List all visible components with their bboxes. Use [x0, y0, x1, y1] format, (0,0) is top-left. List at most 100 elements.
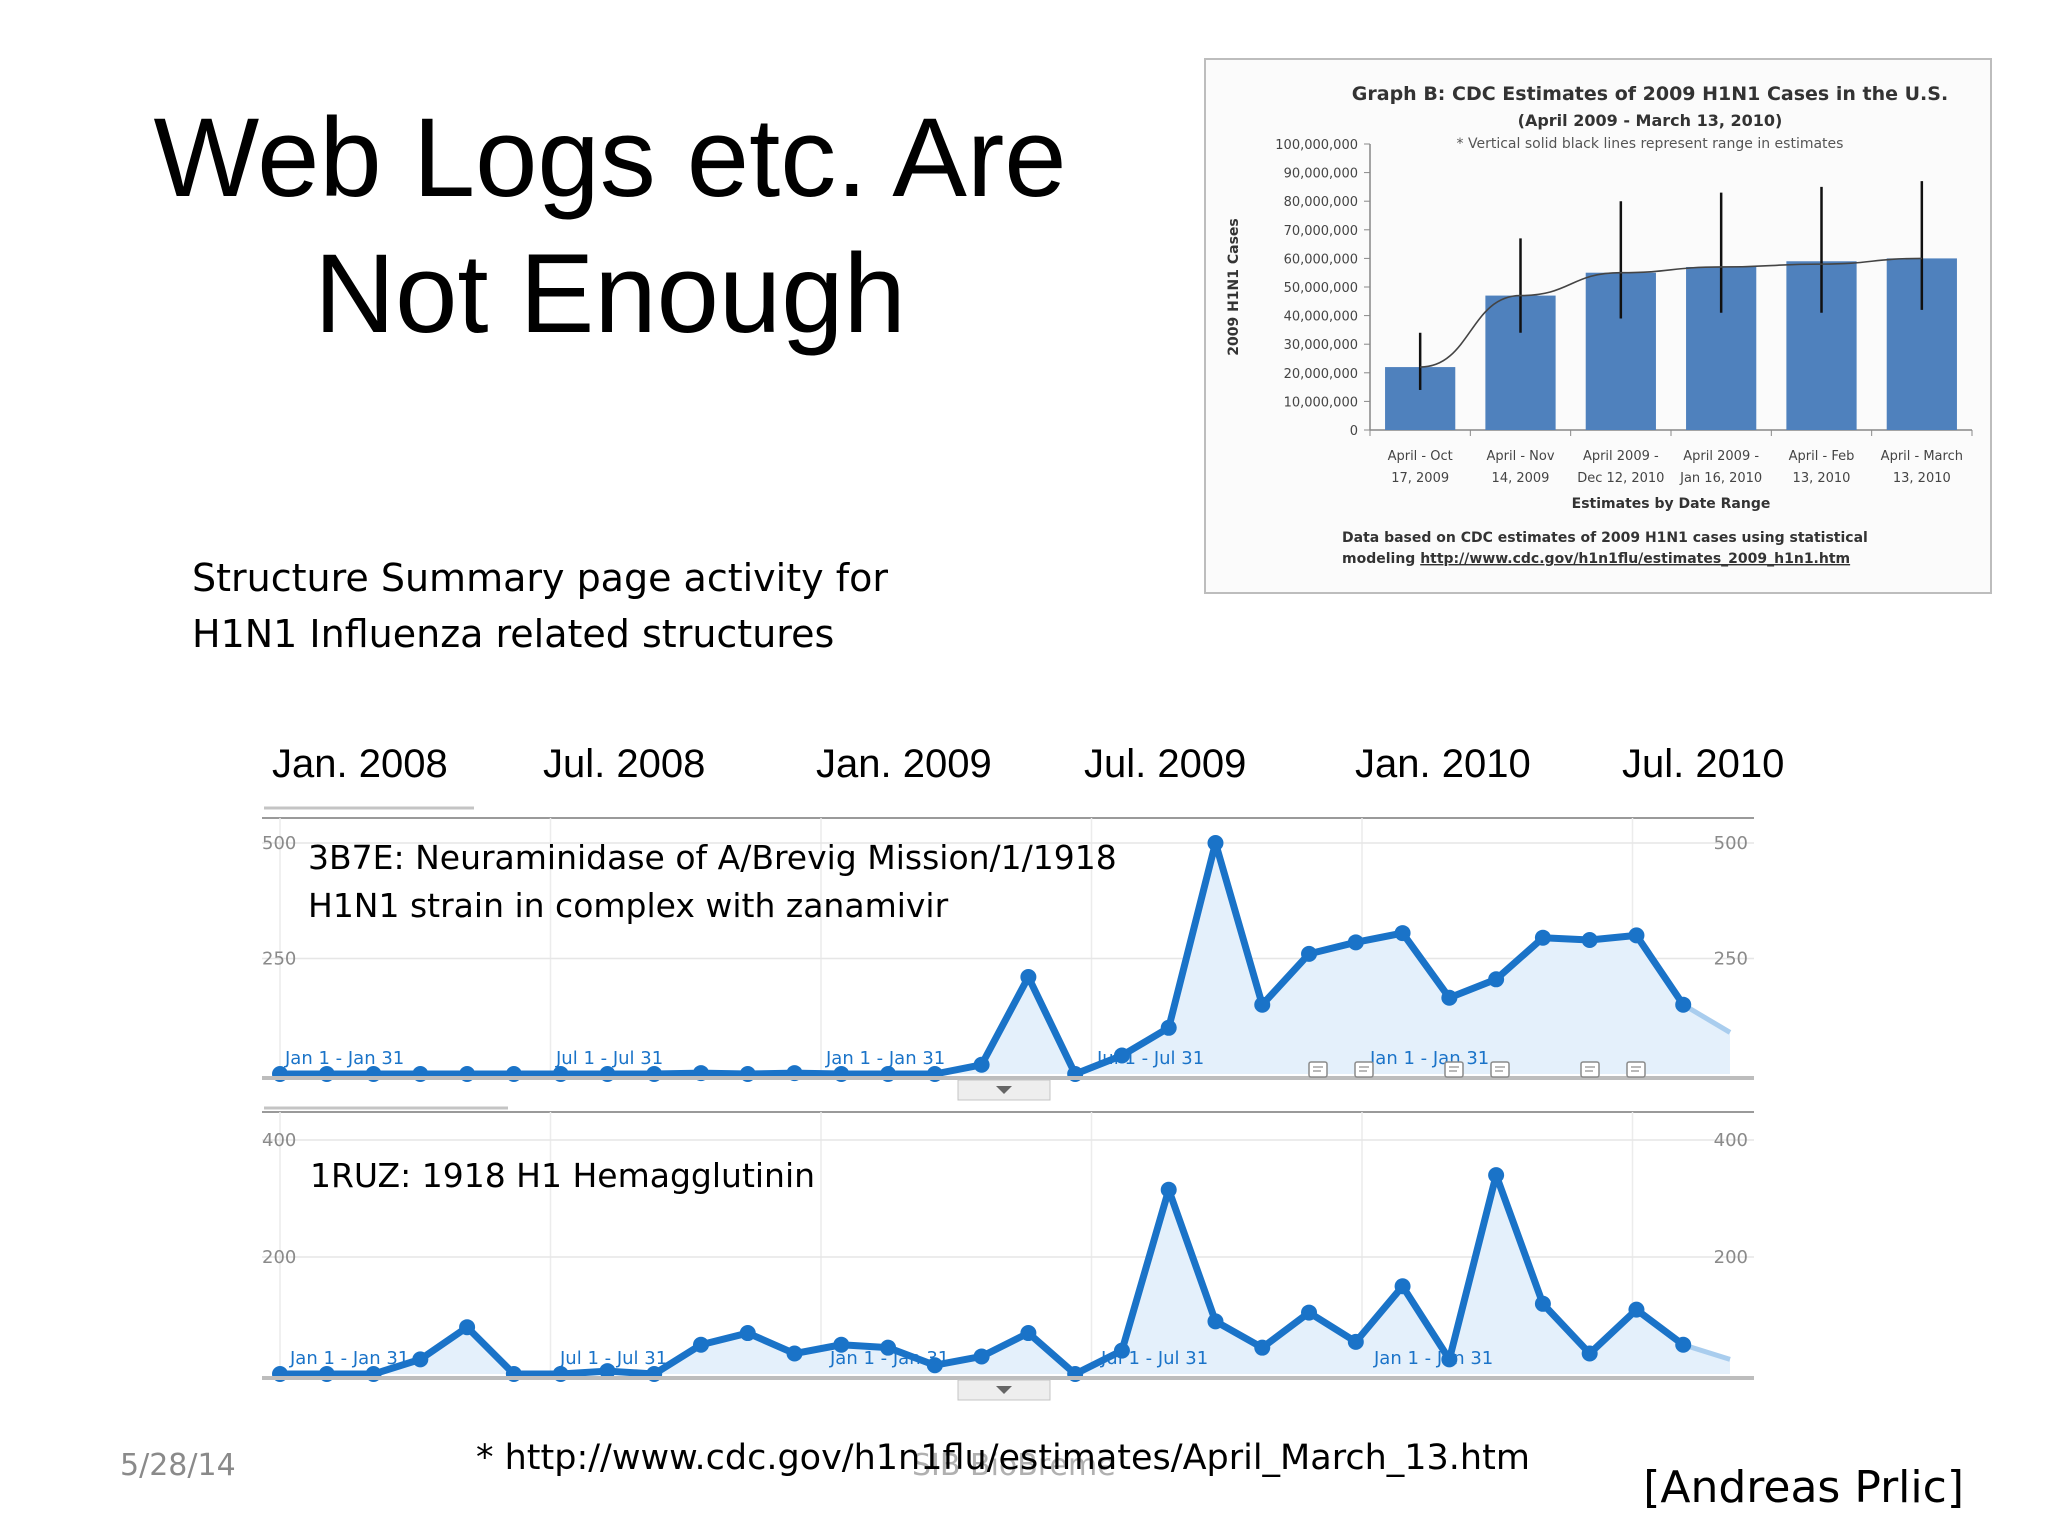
- panel-3b7e-point: [272, 1066, 288, 1082]
- panel-3b7e-x-tick-label: Jan 1 - Jan 31: [1369, 1048, 1489, 1069]
- panel-3b7e-point: [1160, 1019, 1177, 1036]
- cdc-y-tick-label: 90,000,000: [1284, 167, 1358, 182]
- annotation-note-box: [1490, 1061, 1510, 1078]
- panel-3b7e-point: [646, 1066, 663, 1082]
- cdc-chart-annotation: * Vertical solid black lines represent r…: [1457, 136, 1844, 152]
- cdc-source-link[interactable]: http://www.cdc.gov/h1n1flu/estimates_200…: [1420, 551, 1850, 567]
- cdc-x-tick-label: 14, 2009: [1492, 471, 1550, 486]
- panel-1ruz-point: [1020, 1325, 1037, 1342]
- panel-3b7e-point: [1534, 929, 1551, 946]
- month-label-jul-2010: Jul. 2010: [1622, 742, 1785, 786]
- cdc-y-tick-label: 60,000,000: [1284, 252, 1358, 267]
- month-label-jan-2010: Jan. 2010: [1355, 742, 1531, 786]
- cdc-source-prefix: modeling: [1342, 551, 1420, 567]
- panel-1ruz-point: [1394, 1278, 1411, 1295]
- panel-1ruz-point: [412, 1351, 429, 1368]
- slide-date: 5/28/14: [120, 1448, 236, 1483]
- panel-3b7e-point: [1067, 1066, 1084, 1082]
- panel-1ruz-point: [646, 1366, 663, 1382]
- month-label-jan-2009: Jan. 2009: [816, 742, 992, 786]
- panel-3b7e-point: [1207, 835, 1224, 851]
- month-label-jan-2008: Jan. 2008: [272, 742, 448, 786]
- panel-1ruz-area: [280, 1175, 1730, 1374]
- cdc-x-tick-label: April 2009 -: [1683, 449, 1759, 464]
- panel-1ruz-x-tick-label: Jan 1 - Jan 31: [1373, 1348, 1493, 1369]
- cdc-y-axis-label: 2009 H1N1 Cases: [1226, 218, 1242, 356]
- panel-3b7e-y-tick-right: 500: [1714, 833, 1748, 854]
- cdc-y-tick-label: 80,000,000: [1284, 195, 1358, 210]
- panel-3b7e-point: [365, 1066, 382, 1082]
- panel-1ruz-line-tail: [1682, 1342, 1731, 1362]
- panel-3b7e-x-tick-label: Jan 1 - Jan 31: [825, 1048, 945, 1069]
- panel-1ruz-point: [1067, 1366, 1084, 1382]
- panel-3b7e-point: [1020, 968, 1037, 985]
- panel-3b7e-point: [1488, 971, 1505, 988]
- cdc-y-tick-label: 20,000,000: [1284, 367, 1358, 382]
- panel-3b7e-x-tick-label: Jul 1 - Jul 31: [555, 1048, 663, 1069]
- panel-3b7e-x-tick-label: Jul 1 - Jul 31: [1096, 1048, 1204, 1069]
- author-credit: [Andreas Prlic]: [1643, 1462, 1964, 1513]
- panel-3b7e-point: [459, 1066, 476, 1082]
- panel-3b7e-y-tick-right: 250: [1714, 949, 1748, 970]
- slide-subtitle: Structure Summary page activity for H1N1…: [192, 550, 888, 662]
- annotation-note-icon: [1354, 1061, 1374, 1078]
- annotation-note-icon: [1490, 1061, 1510, 1078]
- annotation-note-box: [1444, 1061, 1464, 1078]
- cdc-x-tick-label: April - Nov: [1486, 449, 1554, 464]
- cdc-x-tick-label: Dec 12, 2010: [1577, 471, 1664, 486]
- subtitle-line-1: Structure Summary page activity for: [192, 556, 888, 600]
- annotation-note-box: [1626, 1061, 1646, 1078]
- panel-3b7e-y-tick-left: 250: [262, 949, 296, 970]
- panel-1ruz-point: [1347, 1333, 1364, 1350]
- panel-label-3b7e-line-1: 3B7E: Neuraminidase of A/Brevig Mission/…: [308, 838, 1117, 877]
- cdc-y-tick-label: 40,000,000: [1284, 310, 1358, 325]
- panel-1ruz-point: [272, 1366, 288, 1382]
- panel-1ruz-point: [973, 1348, 990, 1365]
- panel-label-3b7e: 3B7E: Neuraminidase of A/Brevig Mission/…: [308, 834, 1117, 930]
- month-label-jul-2008: Jul. 2008: [543, 742, 706, 786]
- cdc-x-tick-label: Jan 16, 2010: [1679, 471, 1762, 486]
- panel-3b7e-point: [833, 1066, 850, 1082]
- cdc-chart-subtitle: (April 2009 - March 13, 2010): [1518, 111, 1783, 130]
- panel-3b7e-x-tick-label: Jan 1 - Jan 31: [284, 1048, 404, 1069]
- cdc-y-tick-label: 0: [1350, 424, 1358, 439]
- panel-1ruz-point: [926, 1357, 943, 1374]
- annotation-note-box: [1580, 1061, 1600, 1078]
- cdc-source-line-2: modeling http://www.cdc.gov/h1n1flu/esti…: [1342, 551, 1850, 567]
- slide-title: Web Logs etc. Are Not Enough: [60, 90, 1160, 362]
- panel-1ruz-x-tick-label: Jul 1 - Jul 31: [559, 1348, 667, 1369]
- chevron-down-icon: [996, 1086, 1012, 1094]
- cdc-y-tick-label: 10,000,000: [1284, 395, 1358, 410]
- panel-label-3b7e-line-2: H1N1 strain in complex with zanamivir: [308, 886, 949, 925]
- panel-1ruz-point: [833, 1336, 850, 1353]
- panel-1ruz-point: [1160, 1181, 1177, 1198]
- panel-1ruz-point: [552, 1366, 569, 1382]
- panel-1ruz-x-tick-label: Jul 1 - Jul 31: [1100, 1348, 1208, 1369]
- panel-1ruz-point: [1581, 1345, 1598, 1362]
- panel-1ruz-point: [880, 1339, 897, 1356]
- cdc-trend-line: [1420, 257, 1922, 368]
- cdc-h1n1-estimates-chart: Graph B: CDC Estimates of 2009 H1N1 Case…: [1204, 58, 1992, 594]
- panel-3b7e-point: [1628, 927, 1645, 944]
- slide-title-line-2: Not Enough: [314, 231, 906, 356]
- panel-1ruz-point: [459, 1319, 476, 1336]
- panel-3b7e-y-tick-left: 500: [262, 833, 296, 854]
- panel-3b7e-point: [1113, 1047, 1130, 1064]
- cdc-y-tick-label: 70,000,000: [1284, 224, 1358, 239]
- annotation-note-icon: [1626, 1061, 1646, 1078]
- panel-3b7e-expand-tab: [957, 1079, 1051, 1101]
- panel-1ruz-point: [365, 1366, 382, 1382]
- panel-1ruz-y-tick-right: 400: [1714, 1130, 1748, 1151]
- panel-1ruz-point: [318, 1366, 335, 1382]
- panel-1ruz-expand-tab: [957, 1379, 1051, 1401]
- cdc-y-tick-label: 30,000,000: [1284, 338, 1358, 353]
- panel-1ruz-x-tick-label: Jan 1 - Jan 31: [829, 1348, 949, 1369]
- panel-3b7e-point: [1254, 996, 1271, 1013]
- cdc-source-line-1: Data based on CDC estimates of 2009 H1N1…: [1342, 530, 1868, 546]
- panel-1ruz-point: [1534, 1295, 1551, 1312]
- panel-3b7e-point: [1301, 945, 1318, 962]
- panel-1ruz-y-tick-right: 200: [1714, 1247, 1748, 1268]
- panel-1ruz-x-tick-label: Jan 1 - Jan 31: [289, 1348, 409, 1369]
- annotation-note-icon: [1580, 1061, 1600, 1078]
- source-footnote: * http://www.cdc.gov/h1n1flu/estimates/A…: [476, 1438, 1530, 1478]
